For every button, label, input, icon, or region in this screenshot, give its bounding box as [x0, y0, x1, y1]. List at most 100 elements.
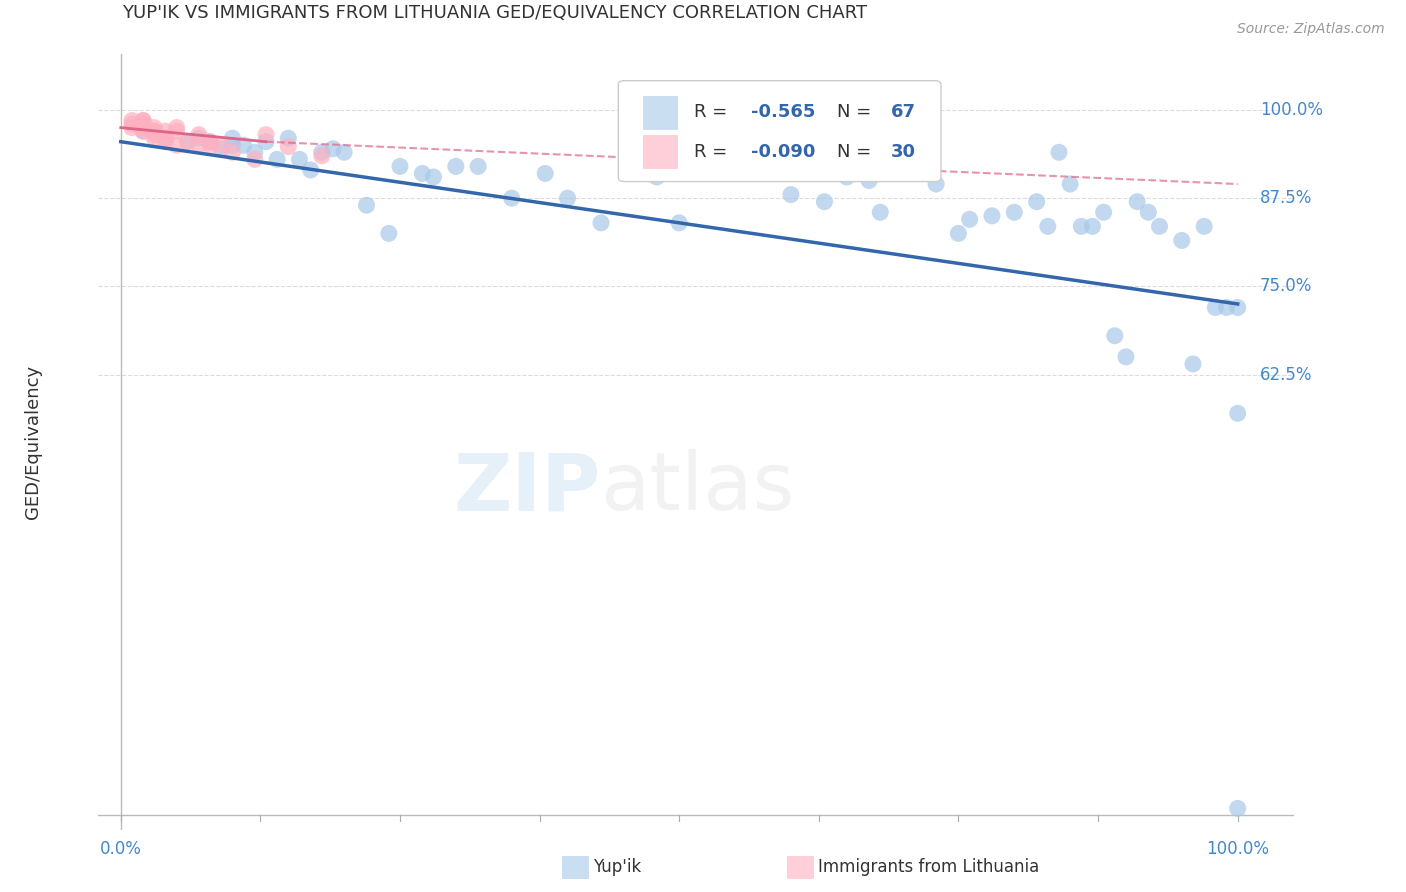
Point [1104, 328, 1126, 343]
Text: 67: 67 [891, 103, 915, 121]
Point [1002, 205, 1025, 219]
Point [143, 124, 166, 138]
Text: Source: ZipAtlas.com: Source: ZipAtlas.com [1237, 22, 1385, 37]
Point [378, 227, 401, 241]
FancyBboxPatch shape [619, 80, 941, 182]
Text: 62.5%: 62.5% [1260, 366, 1313, 384]
Point [388, 160, 411, 174]
Point [132, 124, 155, 138]
Point [132, 117, 155, 131]
Point [243, 145, 266, 160]
Point [143, 120, 166, 135]
Point [835, 169, 858, 184]
Text: R =: R = [693, 103, 733, 121]
Point [1226, 301, 1249, 315]
Point [209, 142, 232, 156]
Point [187, 131, 209, 145]
Point [869, 205, 891, 219]
Text: Yup'ik: Yup'ik [593, 858, 641, 876]
Point [1215, 301, 1237, 315]
Point [1047, 145, 1070, 160]
Point [1171, 234, 1194, 248]
Point [1070, 219, 1092, 234]
Point [1036, 219, 1059, 234]
Text: -0.090: -0.090 [751, 143, 815, 161]
Point [356, 198, 378, 212]
Point [166, 138, 188, 153]
Point [166, 120, 188, 135]
Text: ZIP: ZIP [453, 449, 600, 527]
Point [858, 173, 880, 187]
Point [198, 135, 221, 149]
Point [534, 166, 557, 180]
Point [1126, 194, 1149, 209]
Point [232, 138, 254, 153]
Text: R =: R = [693, 143, 733, 161]
Text: N =: N = [837, 143, 877, 161]
Text: atlas: atlas [600, 449, 794, 527]
Point [254, 135, 277, 149]
Point [411, 166, 433, 180]
Point [187, 138, 209, 153]
Point [891, 145, 914, 160]
Point [1182, 357, 1205, 371]
Point [801, 166, 824, 180]
Point [981, 209, 1004, 223]
Point [322, 142, 344, 156]
Text: 87.5%: 87.5% [1260, 189, 1312, 207]
Point [1204, 301, 1226, 315]
Point [155, 124, 177, 138]
Point [1192, 219, 1215, 234]
Point [311, 149, 333, 163]
Point [645, 169, 668, 184]
Point [747, 160, 769, 174]
Point [501, 191, 523, 205]
Point [467, 160, 489, 174]
Point [155, 131, 177, 145]
Text: Immigrants from Lithuania: Immigrants from Lithuania [818, 858, 1039, 876]
Point [277, 131, 299, 145]
Point [166, 124, 188, 138]
Text: YUP'IK VS IMMIGRANTS FROM LITHUANIA GED/EQUIVALENCY CORRELATION CHART: YUP'IK VS IMMIGRANTS FROM LITHUANIA GED/… [122, 4, 868, 22]
Point [277, 139, 299, 153]
Point [143, 131, 166, 145]
Point [121, 113, 143, 128]
Point [198, 135, 221, 149]
Point [209, 138, 232, 153]
Point [333, 145, 356, 160]
Point [177, 135, 200, 149]
Text: 100.0%: 100.0% [1206, 840, 1270, 858]
Point [132, 124, 155, 138]
Point [143, 128, 166, 142]
Point [422, 169, 444, 184]
Point [155, 131, 177, 145]
Point [668, 216, 690, 230]
Point [198, 138, 221, 153]
Point [813, 194, 835, 209]
Point [121, 120, 143, 135]
Text: 100.0%: 100.0% [1260, 101, 1323, 119]
Text: GED/Equivalency: GED/Equivalency [24, 365, 42, 518]
Point [589, 216, 612, 230]
Point [221, 145, 243, 160]
Bar [644, 96, 676, 128]
Point [1137, 205, 1160, 219]
Point [948, 227, 970, 241]
Point [132, 113, 155, 128]
Point [914, 166, 936, 180]
Point [187, 128, 209, 142]
Bar [644, 136, 676, 168]
Point [444, 160, 467, 174]
Point [254, 128, 277, 142]
Point [177, 135, 200, 149]
Point [1226, 801, 1249, 815]
Point [724, 166, 747, 180]
Point [143, 124, 166, 138]
Point [690, 145, 713, 160]
Point [221, 138, 243, 153]
Point [221, 131, 243, 145]
Point [299, 162, 322, 177]
Text: 30: 30 [891, 143, 915, 161]
Point [1115, 350, 1137, 364]
Point [557, 191, 579, 205]
